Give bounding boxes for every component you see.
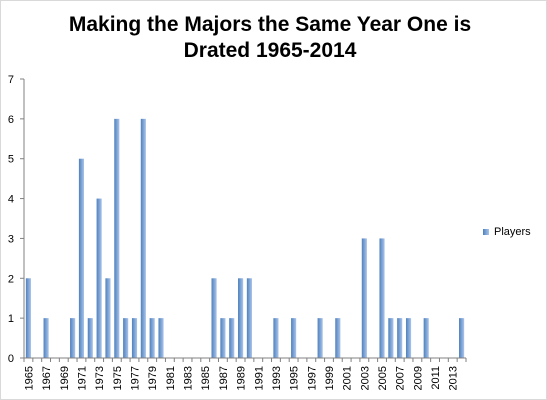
bar-1988 bbox=[229, 318, 235, 358]
x-tick-label: 1983 bbox=[183, 366, 195, 390]
y-tick-label: 0 bbox=[8, 353, 14, 365]
bar-1980 bbox=[158, 318, 164, 358]
bar-2000 bbox=[335, 318, 341, 358]
bar-2008 bbox=[405, 318, 412, 358]
bar-1976 bbox=[123, 318, 129, 358]
x-tick-label: 1991 bbox=[253, 366, 265, 390]
x-tick-label: 1985 bbox=[200, 366, 212, 390]
bar-2005 bbox=[379, 238, 385, 358]
bar-1970 bbox=[70, 318, 76, 358]
legend: Players bbox=[483, 226, 531, 238]
bar-1973 bbox=[96, 198, 102, 358]
bar-1998 bbox=[317, 318, 323, 358]
bar-1975 bbox=[114, 118, 120, 358]
bars bbox=[25, 118, 465, 358]
bar-1965 bbox=[25, 278, 31, 358]
x-tick-label: 2001 bbox=[342, 366, 354, 390]
x-tick-label: 1967 bbox=[41, 366, 53, 390]
bar-2010 bbox=[423, 318, 429, 358]
bar-1978 bbox=[140, 118, 146, 358]
y-tick-label: 6 bbox=[8, 114, 14, 126]
bar-2006 bbox=[388, 318, 394, 358]
bar-1986 bbox=[211, 278, 217, 358]
y-tick-label: 3 bbox=[8, 233, 14, 245]
y-tick-label: 2 bbox=[8, 273, 14, 285]
x-tick-label: 2013 bbox=[448, 366, 460, 390]
x-tick-label: 1969 bbox=[59, 366, 71, 390]
bar-2007 bbox=[397, 318, 403, 358]
bar-1995 bbox=[291, 318, 297, 358]
y-tick-label: 1 bbox=[8, 313, 14, 325]
bar-1989 bbox=[238, 278, 244, 358]
y-tick-label: 5 bbox=[8, 154, 14, 166]
x-tick-label: 1993 bbox=[271, 366, 283, 390]
bar-1967 bbox=[43, 318, 49, 358]
x-axis: 1965 1967 1969 1971 1973 1975 1977 1979 1981 1983… bbox=[23, 357, 467, 390]
bar-1979 bbox=[149, 318, 155, 358]
x-tick-label: 2009 bbox=[412, 366, 424, 390]
legend-label: Players bbox=[494, 226, 531, 238]
x-tick-label: 1981 bbox=[165, 366, 177, 390]
x-tick-label: 1979 bbox=[147, 366, 159, 390]
bar-1977 bbox=[131, 318, 138, 358]
bar-1971 bbox=[78, 158, 85, 358]
bar-1990 bbox=[246, 278, 252, 358]
bar-1974 bbox=[105, 278, 111, 358]
y-tick-label: 7 bbox=[8, 74, 14, 86]
bar-2003 bbox=[361, 238, 367, 358]
x-tick-label: 1975 bbox=[112, 366, 124, 390]
x-tick-label: 1977 bbox=[130, 366, 142, 390]
x-tick-label: 1997 bbox=[306, 366, 318, 390]
x-tick-label: 1971 bbox=[76, 366, 88, 390]
x-tick-label: 1989 bbox=[236, 366, 248, 390]
bar-1993 bbox=[273, 318, 279, 358]
x-tick-label: 2011 bbox=[430, 366, 442, 390]
bar-2014 bbox=[459, 318, 465, 358]
y-axis: 0 1 2 3 4 5 6 7 bbox=[8, 74, 25, 365]
bar-1987 bbox=[220, 318, 226, 358]
x-tick-label: 2005 bbox=[377, 366, 389, 390]
x-tick-label: 1987 bbox=[218, 366, 230, 390]
bar-1972 bbox=[87, 318, 93, 358]
x-tick-label: 2007 bbox=[395, 366, 407, 390]
x-tick-label: 1965 bbox=[23, 366, 35, 390]
x-tick-label: 1995 bbox=[289, 366, 301, 390]
legend-swatch bbox=[483, 229, 489, 235]
chart-title: Making the Majors the Same Year One is D… bbox=[68, 13, 472, 62]
x-tick-label: 1999 bbox=[324, 366, 336, 390]
y-tick-label: 4 bbox=[8, 194, 14, 206]
x-tick-label: 2003 bbox=[359, 366, 371, 390]
x-tick-label: 1973 bbox=[94, 366, 106, 390]
